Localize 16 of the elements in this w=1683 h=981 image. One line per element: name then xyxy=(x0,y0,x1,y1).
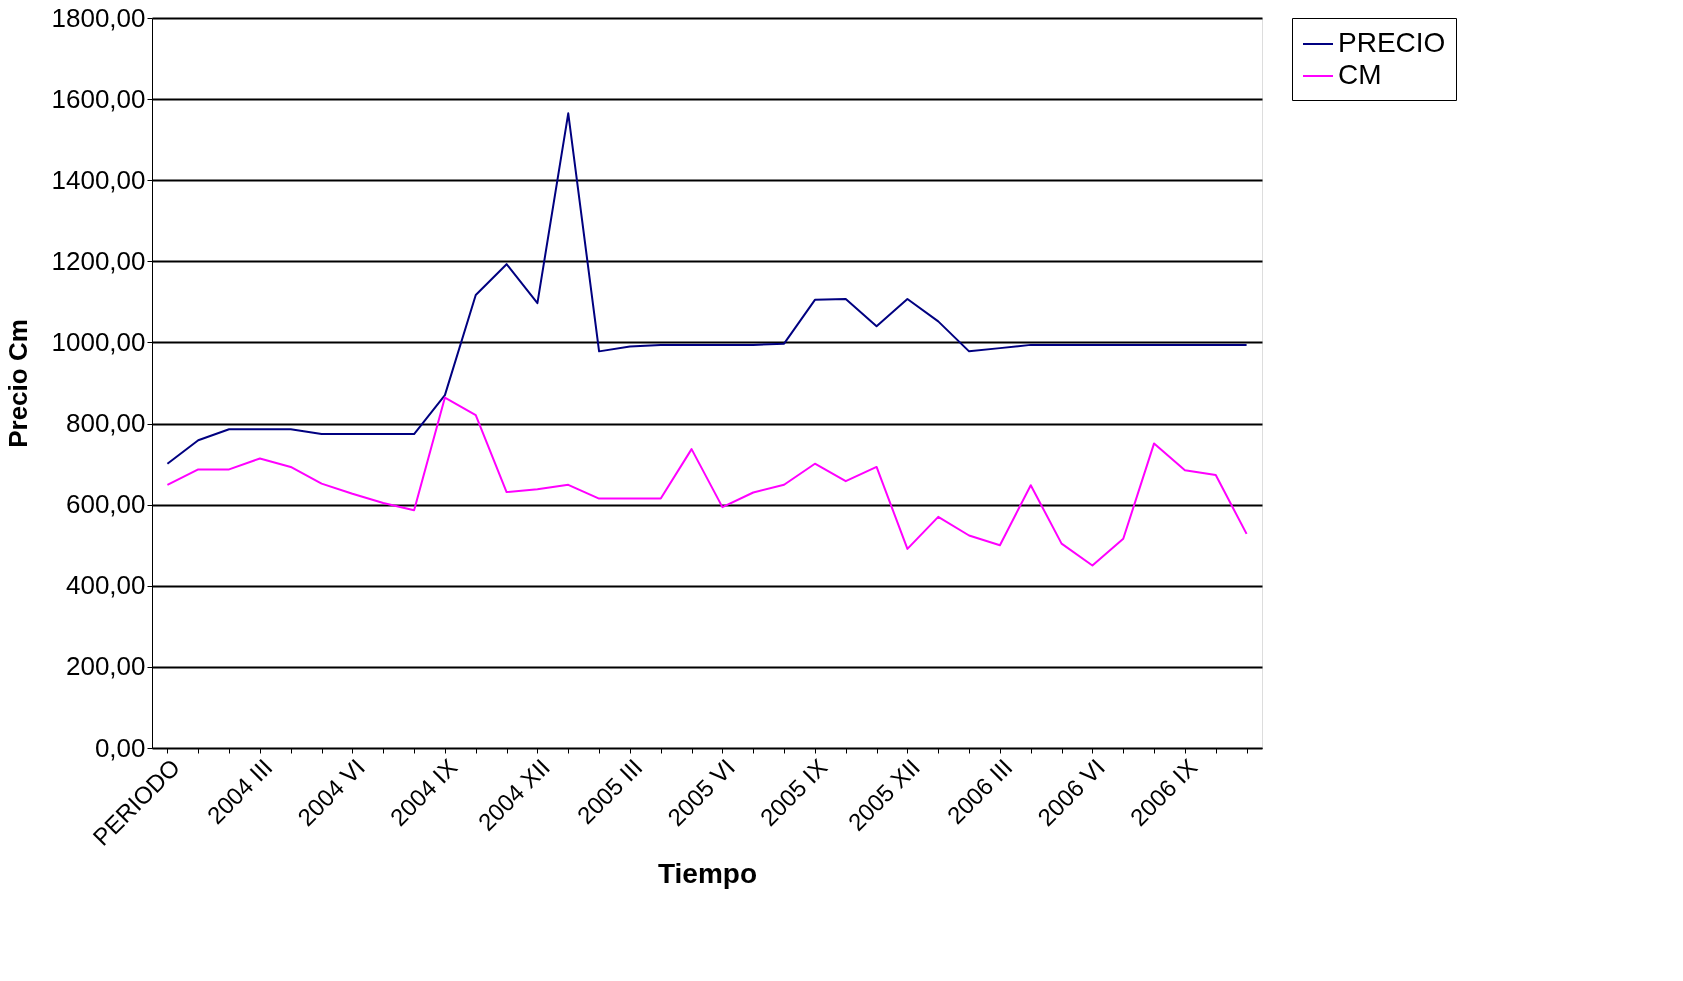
legend-label: PRECIO xyxy=(1338,27,1446,58)
y-axis-title: Precio Cm xyxy=(2,319,33,448)
y-tick-label: 400,00 xyxy=(65,570,146,601)
y-tick-label: 600,00 xyxy=(65,489,146,520)
line-series xyxy=(166,396,1248,567)
x-axis-title: Tiempo xyxy=(657,857,758,889)
legend-label: CM xyxy=(1338,59,1382,90)
y-tick-label: 1400,00 xyxy=(51,164,146,195)
y-tick-label: 1200,00 xyxy=(51,245,146,276)
y-tick-label: 200,00 xyxy=(65,651,146,682)
y-tick-label: 800,00 xyxy=(65,408,146,439)
line-series xyxy=(166,112,1248,465)
y-tick-label: 1800,00 xyxy=(51,2,146,33)
y-tick-label: 1600,00 xyxy=(51,83,146,114)
y-tick-label: 0,00 xyxy=(94,732,146,763)
y-tick-label: 1000,00 xyxy=(51,326,146,357)
